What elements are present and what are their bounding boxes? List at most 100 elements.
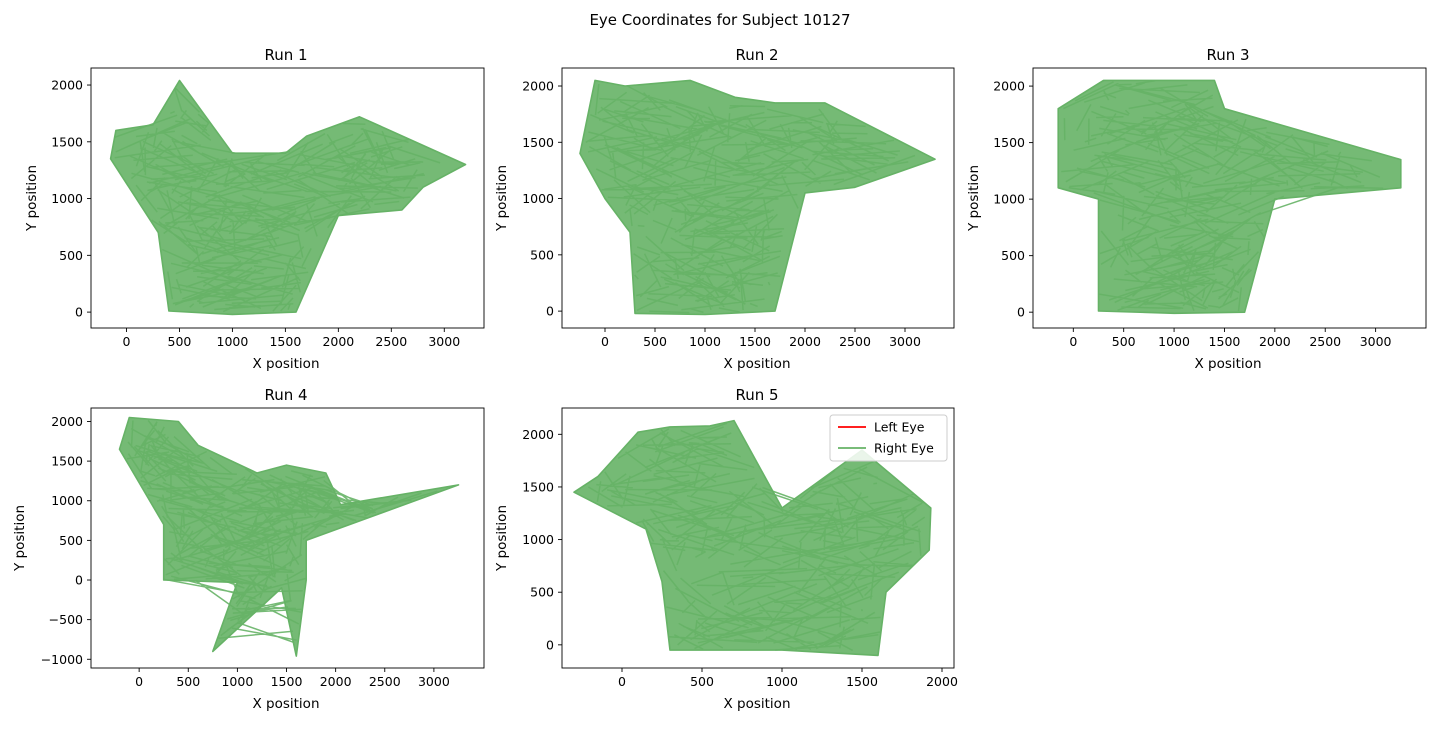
x-axis-label-run-3: X position	[1194, 356, 1261, 372]
y-tick-label-run-5: 1000	[522, 532, 554, 547]
y-tick-label-run-2: 0	[546, 304, 554, 319]
y-tick-label-run-4: 2000	[51, 414, 83, 429]
y-tick-label-run-1: 500	[59, 248, 83, 263]
y-tick-label-run-2: 500	[530, 247, 554, 262]
axes-frame-run-1	[90, 67, 485, 329]
figure-title: Eye Coordinates for Subject 10127	[589, 11, 851, 29]
x-tick-label-run-5: 2000	[926, 674, 958, 689]
series-right-eye-1	[109, 79, 467, 316]
y-tick-label-run-2: 1000	[522, 191, 554, 206]
subplot-run-5: 0 500 1000 1500 2000 0 500 1000 1500 2000 Run 5 X p…	[494, 386, 958, 712]
y-tick-label-run-4: 1500	[51, 454, 83, 469]
x-tick-label-run-1: 500	[168, 334, 192, 349]
y-tick-label-run-4: 0	[75, 573, 83, 588]
subplot-run-3: 0 500 1000 1500 2000 2500 3000 0 500 1000 1500 2000…	[966, 46, 1427, 372]
x-tick-label-run-1: 1000	[217, 334, 249, 349]
x-tick-label-run-3: 1000	[1158, 334, 1190, 349]
x-tick-label-run-2: 0	[601, 334, 609, 349]
trace-density-run-3	[1057, 79, 1402, 315]
y-tick-label-run-2: 2000	[522, 79, 554, 94]
y-tick-label-run-1: 1500	[51, 134, 83, 149]
x-tick-label-run-3: 1500	[1209, 334, 1241, 349]
subplot-title-run-3: Run 3	[1206, 46, 1249, 64]
subplot-title-run-1: Run 1	[264, 46, 307, 64]
subplot-title-run-2: Run 2	[735, 46, 778, 64]
y-axis-label-run-4: Y position	[12, 505, 28, 572]
x-tick-label-run-3: 0	[1069, 334, 1077, 349]
y-tick-label-run-4: −500	[49, 612, 83, 627]
x-tick-label-run-4: 1500	[271, 674, 303, 689]
x-tick-label-run-4: 0	[135, 674, 143, 689]
x-tick-label-run-4: 3000	[418, 674, 450, 689]
y-tick-label-run-5: 0	[546, 637, 554, 652]
series-right-eye-2	[579, 79, 936, 316]
x-tick-label-run-4: 500	[176, 674, 200, 689]
y-tick-label-run-3: 2000	[993, 79, 1025, 94]
x-tick-label-run-3: 2000	[1259, 334, 1291, 349]
legend: Left Eye Right Eye	[829, 414, 948, 462]
series-right-eye-5	[573, 419, 932, 657]
x-tick-label-run-5: 1500	[846, 674, 878, 689]
y-tick-label-run-1: 1000	[51, 191, 83, 206]
axes-frame-run-3	[1032, 67, 1427, 329]
trace-lines-run-3	[1061, 79, 1384, 312]
y-tick-label-run-4: 500	[59, 533, 83, 548]
subplot-run-4: 0 500 1000 1500 2000 2500 3000 −1000 −500 0 500 100…	[12, 386, 485, 712]
y-tick-label-run-1: 0	[75, 305, 83, 320]
trace-lines-run-2	[585, 84, 916, 314]
x-tick-label-run-2: 2500	[839, 334, 871, 349]
x-tick-label-run-1: 2500	[375, 334, 407, 349]
trace-lines-run-4	[126, 419, 438, 644]
x-axis-label-run-2: X position	[723, 356, 790, 372]
trace-lines-run-1	[114, 87, 441, 313]
series-right-eye-4	[118, 416, 460, 657]
x-tick-label-run-1: 1500	[269, 334, 301, 349]
subplot-run-2: 0 500 1000 1500 2000 2500 3000 0 500 1000 1500 2000…	[494, 46, 955, 372]
x-axis-label-run-1: X position	[252, 356, 319, 372]
legend-label: Right Eye	[874, 441, 934, 456]
y-axis-label-run-5: Y position	[494, 505, 510, 572]
y-axis-label-run-1: Y position	[24, 165, 40, 232]
y-tick-label-run-3: 1000	[993, 192, 1025, 207]
x-tick-label-run-3: 500	[1112, 334, 1136, 349]
subplot-title-run-4: Run 4	[264, 386, 307, 404]
y-tick-label-run-3: 0	[1017, 305, 1025, 320]
y-tick-label-run-3: 500	[1001, 248, 1025, 263]
x-tick-label-run-2: 2000	[789, 334, 821, 349]
legend-label: Left Eye	[874, 420, 925, 435]
y-tick-label-run-5: 500	[530, 585, 554, 600]
axes-frame-run-2	[561, 67, 955, 329]
y-tick-label-run-2: 1500	[522, 135, 554, 150]
y-tick-label-run-4: 1000	[51, 493, 83, 508]
y-axis-label-run-3: Y position	[966, 165, 982, 232]
x-tick-label-run-4: 2500	[369, 674, 401, 689]
x-axis-label-run-5: X position	[723, 696, 790, 712]
x-tick-label-run-2: 1500	[739, 334, 771, 349]
x-tick-label-run-1: 2000	[322, 334, 354, 349]
x-tick-label-run-5: 0	[618, 674, 626, 689]
trace-lines-run-5	[588, 422, 926, 652]
x-tick-label-run-4: 2000	[320, 674, 352, 689]
x-tick-label-run-3: 2500	[1309, 334, 1341, 349]
x-tick-label-run-1: 3000	[428, 334, 460, 349]
x-tick-label-run-2: 3000	[889, 334, 921, 349]
series-right-eye-3	[1057, 79, 1402, 315]
x-tick-label-run-2: 1000	[689, 334, 721, 349]
x-tick-label-run-5: 1000	[766, 674, 798, 689]
y-tick-label-run-1: 2000	[51, 78, 83, 93]
y-tick-label-run-5: 1500	[522, 479, 554, 494]
y-tick-label-run-3: 1500	[993, 135, 1025, 150]
x-axis-label-run-4: X position	[252, 696, 319, 712]
x-tick-label-run-2: 500	[643, 334, 667, 349]
x-tick-label-run-3: 3000	[1360, 334, 1392, 349]
axes-frame-run-4	[90, 407, 485, 669]
subplot-run-1: 0 500 1000 1500 2000 2500 3000 0 500 1000 1500 2000…	[24, 46, 485, 372]
x-tick-label-run-5: 500	[690, 674, 714, 689]
axes-frame-run-5	[561, 407, 955, 669]
y-tick-label-run-4: −1000	[41, 652, 83, 667]
subplot-title-run-5: Run 5	[735, 386, 778, 404]
x-tick-label-run-4: 1000	[221, 674, 253, 689]
y-tick-label-run-5: 2000	[522, 427, 554, 442]
